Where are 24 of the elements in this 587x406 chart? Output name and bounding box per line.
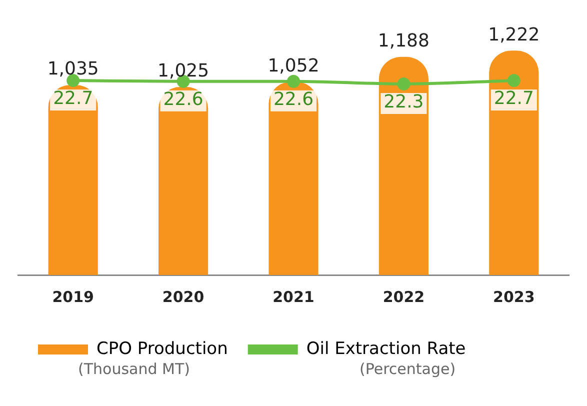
x-tick-label: 2019: [52, 288, 94, 306]
data-label: 1,052: [268, 56, 320, 77]
data-label: 1,025: [158, 60, 210, 82]
data-label: 22.6: [273, 89, 314, 110]
bar: [489, 50, 539, 275]
x-tick-label: 2020: [162, 288, 204, 306]
bar: [158, 86, 208, 275]
data-label: 1,188: [378, 30, 430, 52]
legend-label: CPO Production: [96, 338, 228, 359]
bar: [48, 85, 98, 275]
x-tick-label: 2023: [493, 288, 535, 306]
bar: [378, 56, 428, 275]
x-tick-label: 2022: [382, 288, 425, 306]
data-label: 22.7: [53, 88, 94, 110]
data-label: 1,035: [47, 58, 99, 80]
text: (Thousand MT): [77, 360, 191, 378]
data-label: 22.3: [384, 92, 424, 113]
bar: [268, 82, 318, 275]
legend-label: Oil Extraction Rate: [306, 338, 466, 359]
x-tick-label: 2021: [272, 288, 314, 306]
data-label: 22.6: [163, 89, 204, 110]
data-label: 1,222: [488, 24, 540, 46]
text: (Percentage): [358, 360, 457, 378]
data-label: 22.7: [494, 88, 534, 110]
